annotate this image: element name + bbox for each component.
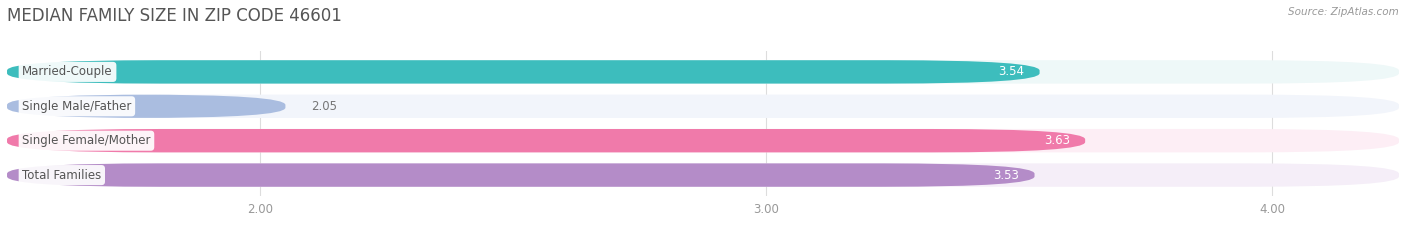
FancyBboxPatch shape — [7, 60, 1399, 84]
FancyBboxPatch shape — [7, 95, 285, 118]
FancyBboxPatch shape — [7, 95, 1399, 118]
FancyBboxPatch shape — [7, 129, 1399, 152]
FancyBboxPatch shape — [7, 163, 1035, 187]
Text: Total Families: Total Families — [22, 169, 101, 182]
Text: 2.05: 2.05 — [311, 100, 336, 113]
Text: 3.54: 3.54 — [998, 65, 1025, 78]
Text: 3.63: 3.63 — [1045, 134, 1070, 147]
Text: Single Male/Father: Single Male/Father — [22, 100, 132, 113]
Text: 3.53: 3.53 — [994, 169, 1019, 182]
Text: Single Female/Mother: Single Female/Mother — [22, 134, 150, 147]
Text: MEDIAN FAMILY SIZE IN ZIP CODE 46601: MEDIAN FAMILY SIZE IN ZIP CODE 46601 — [7, 7, 342, 25]
FancyBboxPatch shape — [7, 60, 1039, 84]
FancyBboxPatch shape — [7, 129, 1085, 152]
FancyBboxPatch shape — [7, 163, 1399, 187]
Text: Source: ZipAtlas.com: Source: ZipAtlas.com — [1288, 7, 1399, 17]
Text: Married-Couple: Married-Couple — [22, 65, 112, 78]
